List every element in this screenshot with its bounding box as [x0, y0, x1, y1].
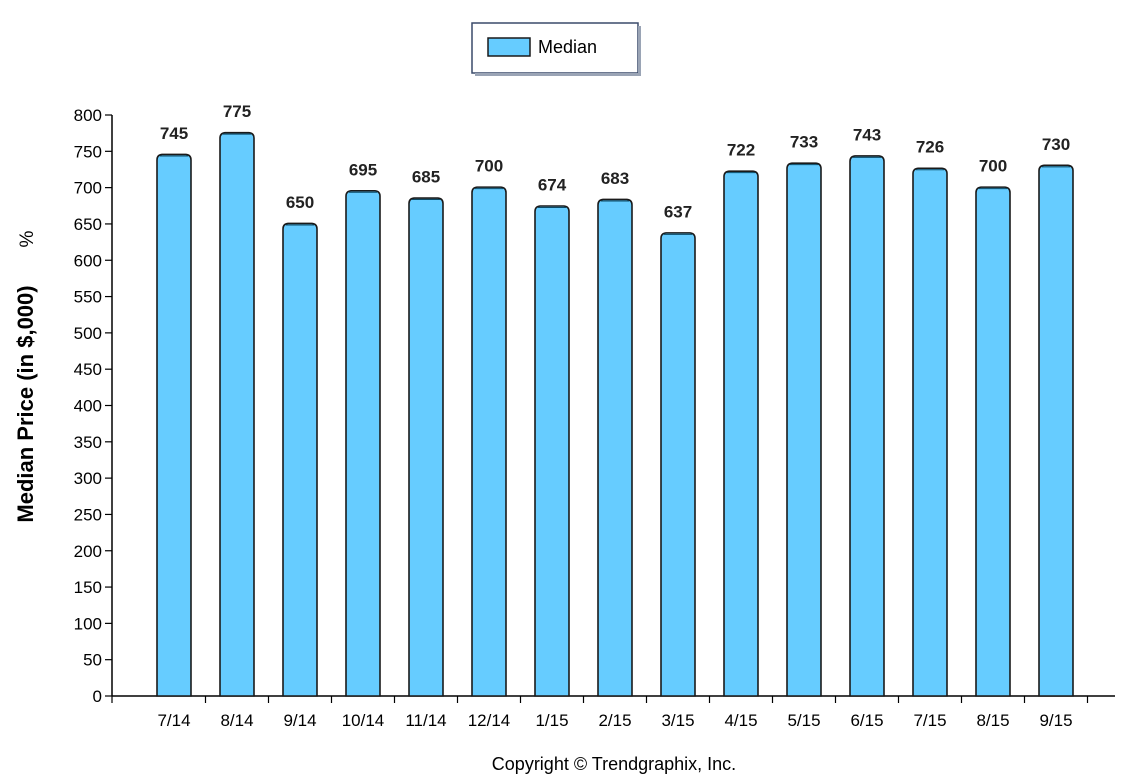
data-label: 733 [790, 133, 818, 152]
bar [723, 170, 759, 697]
x-tick-label: 7/15 [913, 711, 946, 730]
x-tick-label: 7/14 [157, 711, 190, 730]
bar [471, 186, 507, 697]
x-tick-label: 1/15 [535, 711, 568, 730]
data-label: 637 [664, 202, 692, 221]
y-tick-label: 250 [74, 505, 102, 524]
data-label: 695 [349, 160, 377, 179]
legend-box-shadow [638, 26, 641, 76]
y-tick-label: 700 [74, 179, 102, 198]
x-tick-label: 8/14 [220, 711, 253, 730]
data-label: 700 [475, 157, 503, 176]
data-label: 722 [727, 141, 755, 160]
data-label: 730 [1042, 135, 1070, 154]
x-tick-label: 9/15 [1039, 711, 1072, 730]
bar [912, 167, 948, 697]
y-tick-label: 150 [74, 578, 102, 597]
legend-box-shadow-bottom [475, 73, 641, 76]
x-tick-label: 11/14 [405, 711, 446, 730]
data-label: 685 [412, 168, 440, 187]
y-tick-label: 100 [74, 614, 102, 633]
data-label: 650 [286, 193, 314, 212]
bar [660, 232, 696, 697]
copyright-text: Copyright © Trendgraphix, Inc. [492, 754, 736, 774]
bar [597, 198, 633, 697]
bar [1038, 164, 1074, 697]
x-tick-label: 5/15 [787, 711, 820, 730]
y-tick-label: 0 [93, 687, 102, 706]
y-tick-label: 500 [74, 324, 102, 343]
data-labels: 745 775 650 695 685 700 674 683 637 722 733 743 726 7… [160, 102, 1070, 221]
y-tick-label: 800 [74, 106, 102, 125]
data-label: 775 [223, 102, 251, 121]
legend: Median [471, 22, 641, 76]
y-tick-label: 50 [83, 651, 102, 670]
x-tick-label: 12/14 [468, 711, 511, 730]
y-tick-label: 450 [74, 360, 102, 379]
legend-swatch [487, 37, 531, 57]
x-tick-label: 10/14 [342, 711, 385, 730]
x-axis-ticks: 7/14 8/14 9/14 10/14 11/14 12/14 1/15 2/15 3/15 4… [111, 696, 1089, 730]
y-axis-unit: % [17, 230, 38, 247]
data-label: 683 [601, 169, 629, 188]
x-tick-label: 3/15 [661, 711, 694, 730]
bar [156, 153, 192, 697]
data-label: 674 [538, 176, 567, 195]
x-tick-label: 4/15 [724, 711, 757, 730]
y-tick-label: 600 [74, 251, 102, 270]
bar [345, 189, 381, 697]
x-tick-label: 9/14 [283, 711, 316, 730]
bar [849, 155, 885, 697]
data-label: 745 [160, 124, 188, 143]
y-tick-label: 300 [74, 469, 102, 488]
y-tick-label: 400 [74, 397, 102, 416]
y-tick-label: 750 [74, 142, 102, 161]
bar [534, 205, 570, 697]
bar [786, 162, 822, 697]
x-tick-label: 8/15 [976, 711, 1009, 730]
y-axis-ticks: 0 50 100 150 200 250 300 350 400 450 500 550 600 650 7… [74, 106, 112, 706]
y-axis-label: Median Price (in $,000) % [13, 230, 38, 522]
bar [975, 186, 1011, 697]
data-label: 743 [853, 125, 881, 144]
bar [219, 131, 255, 697]
y-tick-label: 650 [74, 215, 102, 234]
y-axis-title: Median Price (in $,000) [13, 285, 38, 522]
x-tick-label: 2/15 [598, 711, 631, 730]
bar [282, 222, 318, 697]
y-tick-label: 550 [74, 288, 102, 307]
y-tick-label: 350 [74, 433, 102, 452]
legend-label-median: Median [538, 37, 597, 57]
data-label: 700 [979, 157, 1007, 176]
bars [156, 131, 1074, 697]
data-label: 726 [916, 138, 944, 157]
y-tick-label: 200 [74, 542, 102, 561]
bar [408, 197, 444, 697]
x-tick-label: 6/15 [850, 711, 883, 730]
